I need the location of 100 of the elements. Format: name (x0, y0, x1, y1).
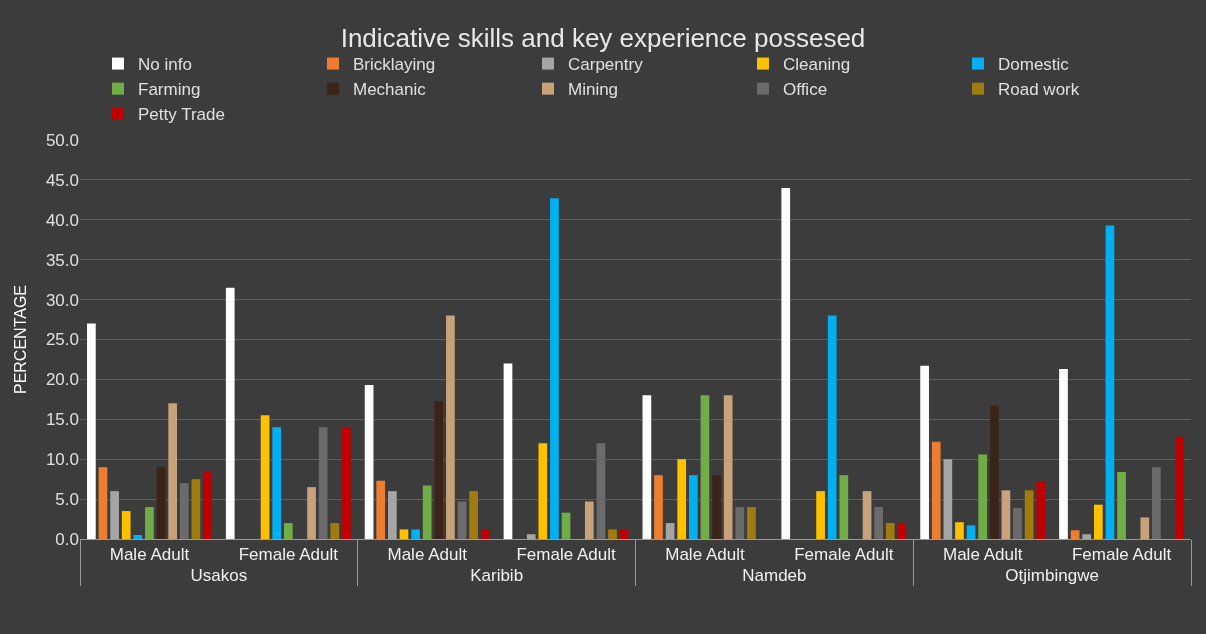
chart-title: Indicative skills and key experience possesed (340, 22, 866, 53)
bar (1024, 490, 1034, 539)
legend-label: Petty Trade (138, 105, 225, 125)
x-tick-label: Female Adult (238, 545, 339, 565)
bar (955, 522, 964, 539)
legend-label: No info (138, 55, 192, 75)
bar (156, 467, 166, 539)
bar (897, 523, 907, 539)
bar (608, 529, 617, 539)
bar (260, 415, 270, 539)
bar (931, 441, 941, 539)
bar (307, 487, 316, 539)
y-tick-label: 0.0 (55, 529, 79, 549)
text: Namdeb (742, 566, 807, 586)
legend-label: Bricklaying (353, 55, 436, 75)
bar (966, 525, 976, 539)
y-tick-label: 35.0 (45, 250, 79, 270)
bar (688, 475, 698, 539)
bar (1105, 225, 1115, 539)
bar (677, 459, 687, 539)
y-axis-title: PERCENTAGE (11, 284, 29, 395)
bar (978, 454, 988, 539)
x-tick-label: Male Adult (665, 545, 745, 565)
bar (735, 507, 745, 539)
bar (596, 443, 606, 539)
bar (712, 475, 721, 539)
bar (839, 475, 849, 539)
bar (723, 395, 733, 539)
bar (642, 395, 652, 539)
bar (411, 529, 420, 539)
bar (1059, 369, 1068, 539)
bar (816, 491, 825, 539)
bar (989, 405, 999, 539)
y-tick-label: 5.0 (55, 490, 79, 510)
bar (330, 523, 340, 539)
bar (318, 427, 328, 539)
bar (1036, 481, 1046, 539)
x-tick-label: Female Adult (794, 545, 894, 565)
x-tick-label: Male Adult (387, 545, 468, 565)
bar (168, 403, 178, 539)
y-tick-label: 50.0 (45, 130, 79, 150)
x-tick-label: Male Adult (942, 545, 1023, 565)
bar (446, 315, 455, 539)
bar (133, 535, 143, 539)
text: Usakos (190, 566, 248, 586)
bar (457, 501, 467, 539)
legend-label: Mechanic (353, 80, 427, 100)
bar (700, 395, 710, 539)
x-tick-label: Male Adult (109, 545, 190, 565)
text: Otjimbingwe (1005, 566, 1099, 586)
bar (1175, 436, 1184, 539)
bar (342, 427, 351, 539)
legend-label: Carpentry (568, 55, 644, 75)
bar (121, 511, 131, 539)
bar (399, 529, 409, 539)
bar (747, 507, 756, 539)
bar (550, 198, 559, 539)
bar (179, 483, 189, 539)
bar (827, 315, 837, 539)
bar (885, 523, 895, 539)
legend-label: Cleaning (783, 55, 851, 75)
legend-label: Mining (568, 80, 619, 100)
bar (561, 512, 571, 539)
bar (781, 187, 791, 539)
bar (376, 480, 386, 539)
bar (225, 287, 235, 539)
bar (1117, 471, 1126, 539)
bar (874, 507, 884, 539)
y-tick-label: 30.0 (45, 290, 79, 310)
y-tick-label: 15.0 (45, 410, 79, 430)
bar (920, 365, 929, 539)
bar (272, 427, 282, 539)
bar (87, 323, 96, 539)
bar (469, 491, 478, 539)
bar (862, 491, 872, 539)
legend-label: Office (783, 80, 828, 100)
y-tick-label: 40.0 (45, 210, 79, 230)
x-tick-label: Female Adult (1071, 545, 1172, 565)
legend-label: Road work (998, 80, 1080, 100)
y-tick-label: 20.0 (45, 370, 79, 390)
bar (480, 529, 490, 539)
legend-label: Domestic (998, 55, 1070, 75)
bar (503, 363, 513, 539)
bar (145, 507, 154, 539)
bar (1001, 490, 1011, 539)
bar (1152, 467, 1161, 539)
bar (203, 471, 212, 539)
bar (283, 523, 293, 539)
bar (1093, 504, 1103, 539)
bar (1013, 507, 1022, 539)
legend-label: Farming (138, 80, 201, 100)
x-tick-label: Female Adult (516, 545, 616, 565)
bar (654, 475, 663, 539)
bar (538, 443, 548, 539)
bar (584, 501, 594, 539)
y-tick-label: 10.0 (45, 450, 79, 470)
bar (191, 479, 201, 539)
bar (422, 485, 432, 539)
bar (98, 467, 108, 539)
text: Karibib (470, 566, 524, 586)
